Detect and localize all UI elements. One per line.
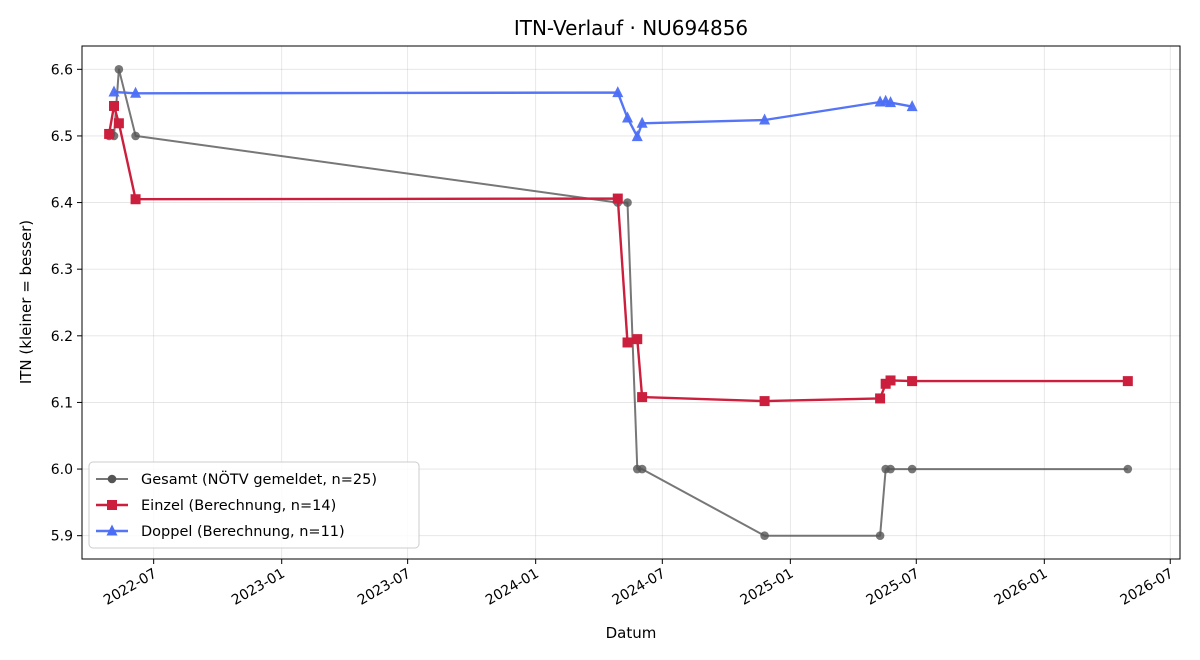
data-point [637, 464, 647, 474]
data-point [760, 531, 769, 540]
data-point [1123, 464, 1133, 474]
series-line [107, 104, 1128, 403]
legend-item: Gesamt (NÖTV gemeldet, n=25) [96, 470, 377, 488]
data-point [632, 334, 643, 345]
x-tick-label: 2023-07 [355, 566, 414, 609]
data-point [759, 396, 770, 407]
series-square [104, 100, 1133, 407]
data-point [886, 464, 895, 474]
y-axis-label: ITN (kleiner = besser) [17, 220, 35, 384]
series-layer [104, 65, 1133, 540]
data-point [1122, 376, 1133, 387]
legend-item: Doppel (Berechnung, n=11) [96, 524, 345, 540]
data-point [875, 531, 885, 540]
y-tick-label: 6.1 [51, 395, 73, 411]
y-tick-label: 6.3 [51, 262, 73, 278]
data-point [907, 464, 917, 474]
x-tick-label: 2025-01 [738, 566, 797, 609]
data-point [104, 128, 115, 139]
data-point [759, 113, 771, 125]
x-tick-label: 2024-01 [483, 566, 542, 609]
legend-item: Einzel (Berechnung, n=14) [96, 498, 336, 514]
x-tick-label: 2026-07 [1118, 566, 1177, 609]
x-tick-label: 2022-07 [101, 566, 160, 609]
x-axis-label: Datum [606, 624, 657, 642]
legend-label: Gesamt (NÖTV gemeldet, n=25) [141, 470, 377, 488]
data-point [875, 393, 886, 404]
y-tick-label: 6.4 [51, 196, 73, 212]
data-point [631, 130, 643, 142]
y-tick-label: 6.5 [51, 129, 73, 145]
series-triangle [108, 85, 918, 142]
legend-marker [107, 474, 117, 484]
chart-title: ITN-Verlauf · NU694856 [514, 16, 748, 40]
data-point [907, 376, 918, 387]
data-point [622, 337, 633, 348]
legend-label: Einzel (Berechnung, n=14) [141, 498, 336, 514]
x-tick-label: 2025-07 [864, 566, 923, 609]
x-tick-label: 2023-01 [229, 566, 288, 609]
data-point [109, 100, 120, 111]
data-point [885, 375, 896, 386]
y-tick-label: 6.0 [51, 462, 73, 478]
data-point [130, 194, 141, 205]
data-point [612, 86, 624, 98]
data-point [131, 131, 140, 141]
legend-box [88, 461, 420, 549]
data-point [130, 86, 142, 98]
data-point [108, 85, 120, 97]
data-point [622, 111, 634, 123]
y-tick-label: 5.9 [51, 529, 73, 545]
series-line [113, 90, 913, 138]
data-point [906, 100, 918, 112]
data-point [885, 96, 897, 108]
data-point [114, 65, 124, 74]
x-tick-label: 2026-01 [992, 566, 1051, 609]
data-point [636, 116, 648, 128]
data-point [113, 118, 124, 129]
plot-frame [81, 45, 1181, 560]
legend-label: Doppel (Berechnung, n=11) [141, 524, 345, 540]
y-axis: 5.9 6.0 6.1 6.2 6.3 6.4 6.5 6.6 [51, 62, 82, 545]
data-point [623, 198, 632, 207]
data-point [612, 193, 623, 204]
legend-marker [107, 500, 117, 510]
x-tick-label: 2024-07 [610, 566, 669, 609]
legend-marker [106, 524, 118, 536]
y-tick-label: 6.6 [51, 62, 73, 78]
legend: Gesamt (NÖTV gemeldet, n=25) Einzel (Bere… [88, 461, 420, 549]
y-tick-label: 6.2 [51, 329, 73, 345]
series-circle [104, 65, 1133, 540]
data-point [637, 392, 648, 403]
x-axis: 2022-07 2023-01 2023-07 2024-01 2024-07 2025-… [101, 559, 1176, 609]
